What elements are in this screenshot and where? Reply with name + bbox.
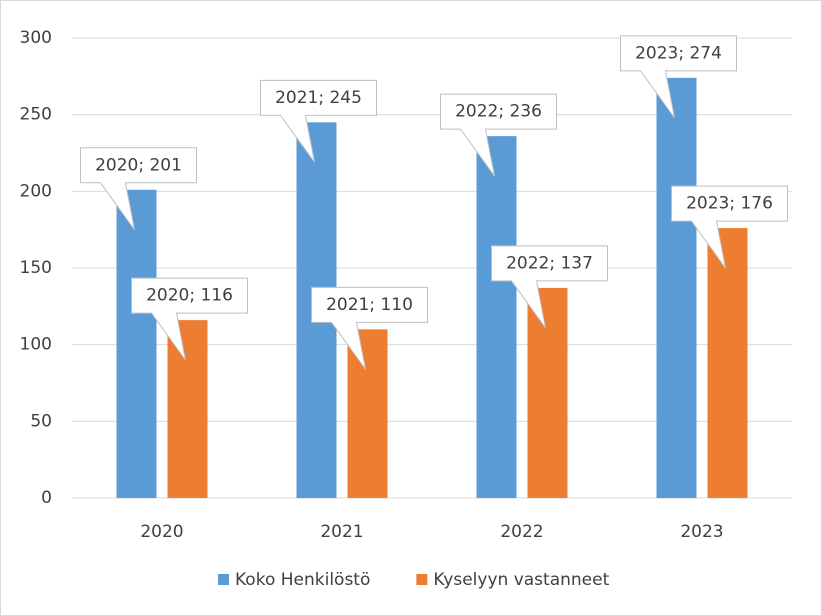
x-tick-label: 2020 [140, 522, 183, 542]
bar [656, 77, 697, 498]
bar [527, 287, 568, 498]
y-tick-label: 0 [41, 488, 52, 508]
callout [620, 35, 737, 119]
data-label: 2020; 201 [95, 155, 182, 175]
x-tick-label: 2022 [500, 522, 543, 542]
data-label: 2020; 116 [146, 286, 233, 306]
bar [476, 136, 517, 498]
callout [260, 79, 377, 163]
y-tick-label: 50 [30, 411, 52, 431]
data-label: 2023; 176 [686, 194, 773, 214]
callout [131, 277, 248, 361]
data-label: 2021; 245 [275, 88, 362, 108]
x-tick-label: 2023 [680, 522, 723, 542]
bar [707, 228, 748, 498]
y-tick-label: 200 [20, 181, 52, 201]
x-tick-label: 2021 [320, 522, 363, 542]
legend-swatch [218, 574, 229, 585]
y-tick-label: 100 [20, 335, 52, 355]
y-tick-label: 250 [20, 105, 52, 125]
callout [440, 93, 557, 177]
y-tick-label: 150 [20, 258, 52, 278]
callout [311, 286, 428, 370]
data-label: 2022; 137 [506, 253, 593, 273]
legend-label: Kyselyyn vastanneet [433, 570, 609, 590]
y-tick-label: 300 [20, 28, 52, 48]
data-label: 2023; 274 [635, 43, 722, 63]
bar [167, 320, 208, 498]
bar [347, 329, 388, 498]
data-label: 2021; 110 [326, 295, 413, 315]
data-label: 2022; 236 [455, 102, 542, 122]
callout [671, 185, 788, 269]
legend-swatch [416, 574, 428, 585]
callout [80, 147, 197, 231]
callout [491, 245, 608, 329]
bar [116, 189, 157, 499]
legend-label: Koko Henkilöstö [235, 570, 370, 590]
